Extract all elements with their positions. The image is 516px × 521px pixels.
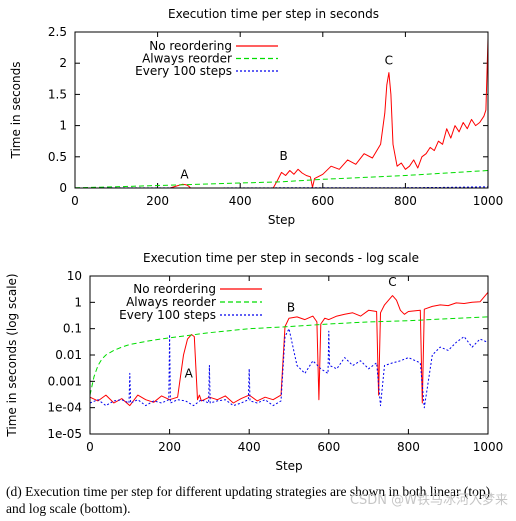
x-tick-label: 600 (311, 194, 334, 208)
x-tick-label: 800 (397, 440, 420, 454)
x-tick-label: 800 (394, 194, 417, 208)
legend-label: Always reorder (142, 52, 232, 66)
series-line-every-100-steps (89, 328, 489, 409)
series-line-no-reordering (75, 38, 489, 189)
x-tick-label: 1000 (473, 440, 504, 454)
y-tick-label: 10 (67, 269, 82, 283)
x-axis-label: Step (268, 213, 295, 227)
x-tick-label: 200 (158, 440, 181, 454)
legend-label: Always reorder (126, 295, 216, 309)
y-tick-label: 1.5 (48, 87, 67, 101)
chart-linear: Execution time per step in seconds 0 200 40… (9, 7, 503, 227)
chart-title: Execution time per step in seconds - log… (143, 251, 419, 265)
y-axis-label: Time in seconds (9, 62, 23, 160)
annotation-label: C (385, 53, 393, 67)
y-tick-label: 2.5 (48, 25, 67, 39)
y-tick-label: 1e-05 (47, 427, 82, 441)
annotation-label: C (388, 275, 396, 289)
x-tick-label: 0 (86, 440, 94, 454)
chart-log: Execution time per step in seconds - log… (5, 251, 503, 473)
legend-label: No reordering (149, 39, 232, 53)
series-line-always-reorder (89, 316, 489, 396)
legend-label: No reordering (133, 282, 216, 296)
x-tick-label: 600 (317, 440, 340, 454)
series-line-always-reorder (74, 170, 489, 189)
y-tick-label: 1 (74, 295, 82, 309)
plot-frame (89, 275, 489, 435)
x-tick-label: 400 (238, 440, 261, 454)
x-tick-label: 0 (71, 194, 79, 208)
y-tick-label: 1 (59, 119, 67, 133)
annotation-label: A (185, 366, 194, 380)
y-tick-label: 0.1 (63, 322, 82, 336)
y-tick-label: 0.01 (55, 348, 82, 362)
plot-frame (74, 31, 489, 189)
series-line-no-reordering (89, 291, 489, 407)
y-tick-label: 2 (59, 56, 67, 70)
annotation-label: A (180, 168, 189, 182)
legend-label: Every 100 steps (135, 64, 232, 78)
y-tick-label: 0.5 (48, 150, 67, 164)
annotation-label: B (287, 300, 295, 314)
x-tick-label: 1000 (473, 194, 504, 208)
x-tick-label: 400 (229, 194, 252, 208)
y-tick-label: 0.001 (48, 374, 82, 388)
y-axis-label: Time in seconds (log scale) (5, 273, 19, 437)
legend-label: Every 100 steps (119, 308, 216, 322)
annotation-label: B (279, 149, 287, 163)
x-tick-label: 200 (146, 194, 169, 208)
y-tick-label: 1e-04 (47, 401, 82, 415)
chart-title: Execution time per step in seconds (168, 7, 379, 21)
x-axis-label: Step (275, 459, 302, 473)
y-tick-label: 0 (59, 181, 67, 195)
figure-caption: (d) Execution time per step for differen… (6, 484, 491, 516)
watermark: CSDN @W铁马冰河入梦来 (349, 493, 508, 508)
